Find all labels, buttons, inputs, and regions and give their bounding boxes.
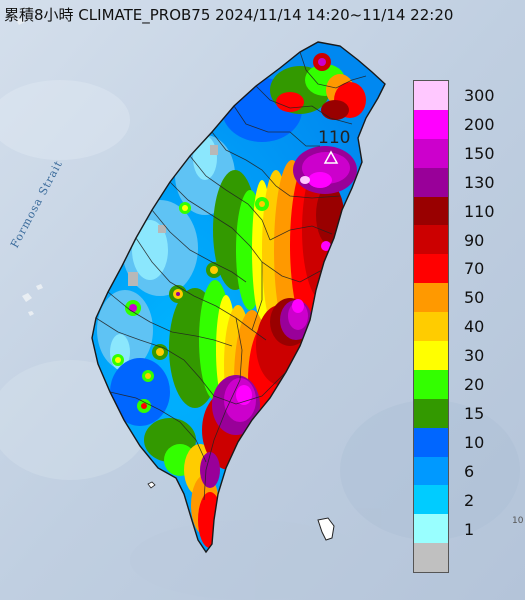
legend-swatch [414, 514, 448, 544]
legend-swatch [414, 138, 448, 168]
legend-label: 90 [464, 230, 485, 250]
legend-swatch [414, 341, 448, 370]
island-coastline [91, 41, 386, 554]
legend-label: 15 [464, 403, 485, 423]
legend-swatch [414, 225, 448, 255]
legend-swatch [414, 81, 448, 110]
legend-label: 130 [464, 172, 495, 192]
map-title: 累積8小時 CLIMATE_PROB75 2024/11/14 14:20~11… [4, 6, 454, 24]
legend-label: 70 [464, 259, 485, 279]
legend-label: 50 [464, 288, 485, 308]
legend-label: 300 [464, 86, 495, 105]
legend-swatch [414, 196, 448, 226]
legend-swatch [414, 109, 448, 139]
county-borders [95, 51, 367, 501]
legend-label: 2 [464, 490, 475, 510]
legend-label: 150 [464, 143, 495, 163]
legend-colorbar [413, 80, 449, 574]
legend-label: 6 [464, 461, 475, 481]
legend-swatch [414, 283, 448, 313]
legend-swatch [414, 456, 448, 486]
legend-swatch [414, 254, 448, 284]
legend-swatch [414, 312, 448, 342]
legend-swatch [414, 369, 448, 399]
legend-swatch [414, 398, 448, 428]
legend-label: 110 [464, 201, 495, 221]
legend-label: 30 [464, 346, 485, 366]
legend-swatch [414, 485, 448, 515]
legend-label: 40 [464, 317, 485, 337]
edge-label: 10 [512, 516, 524, 526]
legend-swatch [414, 543, 448, 573]
legend-label: 1 [464, 519, 475, 539]
max-value-label: 110 [318, 128, 351, 148]
legend-swatch [414, 167, 448, 197]
legend-swatch [414, 427, 448, 457]
legend-label: 10 [464, 432, 485, 452]
legend-label: 200 [464, 114, 495, 134]
offshore-islands [16, 18, 335, 541]
max-marker-icon [323, 150, 339, 164]
legend-label: 20 [464, 375, 485, 394]
